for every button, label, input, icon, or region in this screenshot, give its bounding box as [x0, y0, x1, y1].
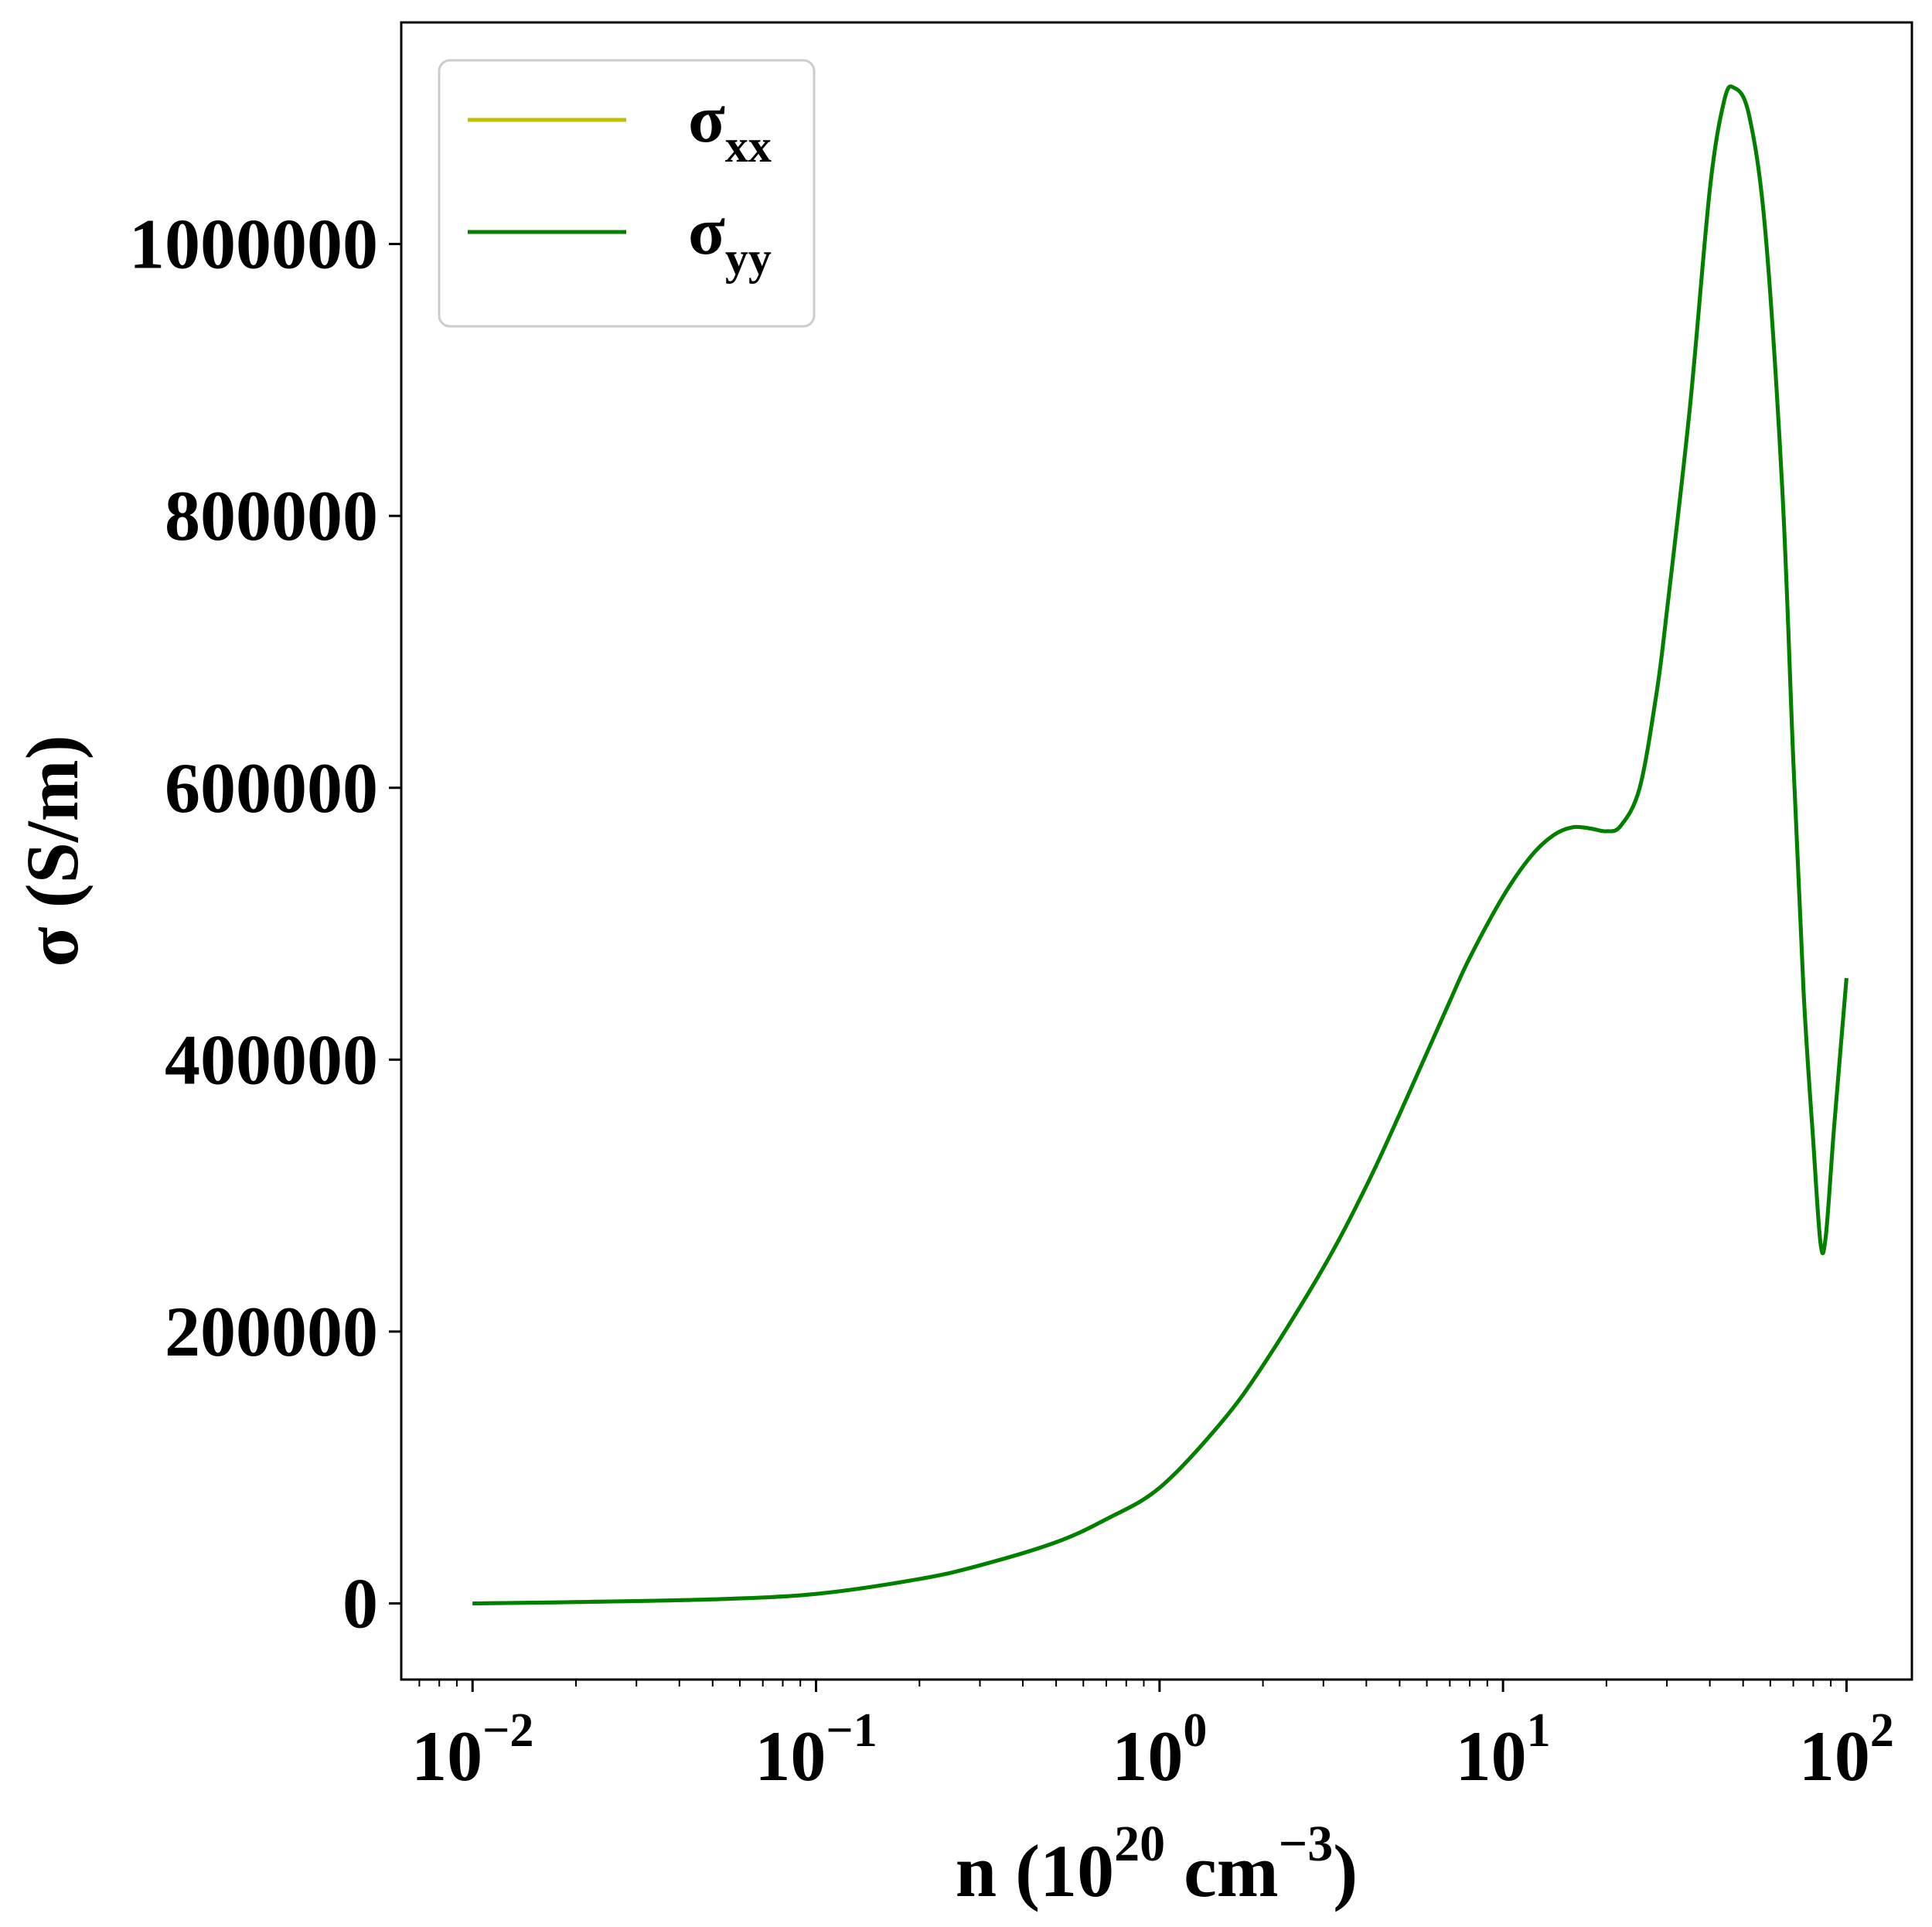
plot-frame: [400, 21, 1913, 1681]
x-label-end: ): [1333, 1830, 1358, 1912]
x-tick-label-1: 10−1: [755, 1704, 877, 1796]
y-tick-label-2: 400000: [165, 1020, 378, 1099]
x-label-mid: cm: [1165, 1830, 1279, 1912]
y-axis: 0 200000 400000 600000 800000 1000000: [129, 205, 401, 1643]
y-tick-label-4: 800000: [165, 476, 378, 555]
legend-label-1: σxx: [688, 82, 772, 172]
y-axis-label: σ (S/m): [11, 735, 94, 967]
series-line-2: [472, 84, 1849, 1606]
x-axis: 10−2 10−1 100 101 102: [411, 1680, 1894, 1796]
y-tick-label-1: 200000: [165, 1292, 378, 1371]
x-tick-label-4: 102: [1799, 1704, 1894, 1796]
x-axis-label: n (1020 cm−3): [956, 1816, 1358, 1912]
y-tick-label-5: 1000000: [129, 205, 378, 284]
legend-label-2: σyy: [688, 194, 772, 284]
x-tick-label-2: 100: [1112, 1704, 1207, 1796]
series-layer: [472, 84, 1849, 1606]
legend-box: [438, 59, 816, 328]
legend: σxx σyy: [438, 59, 816, 328]
x-tick-label-3: 101: [1456, 1704, 1551, 1796]
x-label-base: n (10: [956, 1830, 1114, 1912]
y-tick-label-3: 600000: [165, 749, 378, 827]
x-tick-label-0: 10−2: [411, 1704, 533, 1796]
x-label-sup1: 20: [1114, 1816, 1165, 1872]
y-tick-label-0: 0: [342, 1564, 378, 1643]
x-label-sup2: −3: [1279, 1816, 1334, 1872]
